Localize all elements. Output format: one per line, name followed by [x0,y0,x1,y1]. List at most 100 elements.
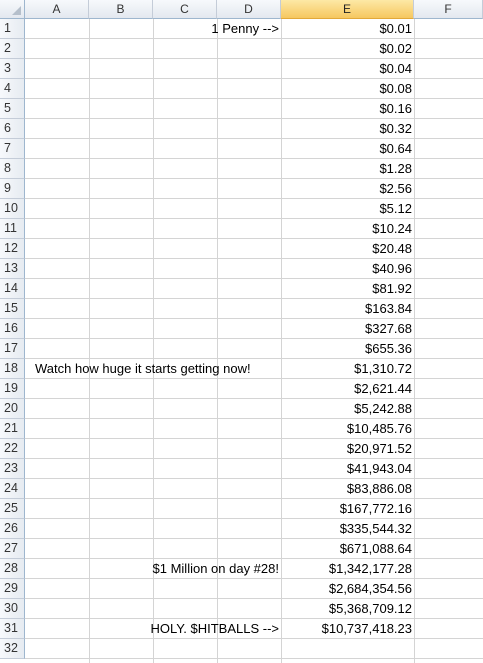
row-header[interactable]: 28 [0,559,25,579]
column-header-a[interactable]: A [25,0,89,19]
row-header[interactable]: 11 [0,219,25,239]
value-cell[interactable]: $327.68 [365,321,412,336]
row-gridline [25,118,483,119]
row-gridline [25,638,483,639]
row-header[interactable]: 31 [0,619,25,639]
value-cell[interactable]: $0.32 [379,121,412,136]
row-gridline [25,538,483,539]
row-gridline [25,378,483,379]
row-header[interactable]: 30 [0,599,25,619]
value-cell[interactable]: $2,684,354.56 [328,581,412,596]
value-cell[interactable]: $0.08 [379,81,412,96]
row-header[interactable]: 7 [0,139,25,159]
label-watch-how-huge: Watch how huge it starts getting now! [35,361,251,376]
value-cell[interactable]: $163.84 [365,301,412,316]
row-header[interactable]: 27 [0,539,25,559]
row-gridline [25,338,483,339]
row-gridline [25,498,483,499]
column-header-d[interactable]: D [217,0,281,19]
value-cell[interactable]: $0.01 [379,21,412,36]
column-gridline [414,19,415,663]
row-gridline [25,618,483,619]
row-header[interactable]: 10 [0,199,25,219]
row-header[interactable]: 1 [0,19,25,39]
value-cell[interactable]: $1,342,177.28 [328,561,412,576]
column-gridline [281,19,282,663]
row-header[interactable]: 21 [0,419,25,439]
row-header[interactable]: 32 [0,639,25,659]
row-header[interactable]: 4 [0,79,25,99]
row-gridline [25,418,483,419]
row-header[interactable]: 20 [0,399,25,419]
row-gridline [25,518,483,519]
row-gridline [25,658,483,659]
row-header[interactable]: 2 [0,39,25,59]
value-cell[interactable]: $167,772.16 [339,501,412,516]
row-gridline [25,578,483,579]
row-header[interactable]: 8 [0,159,25,179]
row-header[interactable]: 9 [0,179,25,199]
value-cell[interactable]: $83,886.08 [346,481,412,496]
value-cell[interactable]: $0.04 [379,61,412,76]
row-header[interactable]: 25 [0,499,25,519]
row-header[interactable]: 17 [0,339,25,359]
row-gridline [25,298,483,299]
value-cell[interactable]: $5,368,709.12 [328,601,412,616]
column-header-c[interactable]: C [153,0,217,19]
value-cell[interactable]: $655.36 [365,341,412,356]
value-cell[interactable]: $10.24 [372,221,412,236]
row-gridline [25,258,483,259]
value-cell[interactable]: $40.96 [372,261,412,276]
value-cell[interactable]: $0.64 [379,141,412,156]
value-cell[interactable]: $0.16 [379,101,412,116]
row-header[interactable]: 3 [0,59,25,79]
row-header[interactable]: 24 [0,479,25,499]
value-cell[interactable]: $1,310.72 [354,361,412,376]
column-header-e[interactable]: E [281,0,414,19]
row-header[interactable]: 18 [0,359,25,379]
row-header[interactable]: 22 [0,439,25,459]
row-header[interactable]: 14 [0,279,25,299]
row-header[interactable]: 16 [0,319,25,339]
value-cell[interactable]: $20,971.52 [346,441,412,456]
value-cell[interactable]: $335,544.32 [339,521,412,536]
row-gridline [25,278,483,279]
row-gridline [25,318,483,319]
select-all-triangle-icon [12,6,21,15]
row-gridline [25,98,483,99]
row-header[interactable]: 29 [0,579,25,599]
row-gridline [25,558,483,559]
label-holy: HOLY. $HITBALLS --> [150,621,280,636]
row-gridline [25,458,483,459]
row-header[interactable]: 13 [0,259,25,279]
value-cell[interactable]: $10,737,418.23 [321,621,412,636]
value-cell[interactable]: $1.28 [379,161,412,176]
column-header-b[interactable]: B [89,0,153,19]
row-header[interactable]: 23 [0,459,25,479]
cell-grid[interactable]: $0.01 $0.02 $0.04 $0.08 $0.16 $0.32 $0.64 $1.28… [25,19,483,663]
value-cell[interactable]: $671,088.64 [339,541,412,556]
value-cell[interactable]: $41,943.04 [346,461,412,476]
row-gridline [25,358,483,359]
row-gridline [25,218,483,219]
value-cell[interactable]: $81.92 [372,281,412,296]
value-cell[interactable]: $10,485.76 [346,421,412,436]
column-gridline [153,19,154,663]
select-all-button[interactable] [0,0,25,19]
row-header[interactable]: 6 [0,119,25,139]
column-gridline [217,19,218,663]
value-cell[interactable]: $2,621.44 [354,381,412,396]
row-header[interactable]: 12 [0,239,25,259]
value-cell[interactable]: $5.12 [379,201,412,216]
row-gridline [25,398,483,399]
value-cell[interactable]: $20.48 [372,241,412,256]
row-header[interactable]: 26 [0,519,25,539]
row-gridline [25,198,483,199]
row-header[interactable]: 5 [0,99,25,119]
value-cell[interactable]: $0.02 [379,41,412,56]
row-header[interactable]: 19 [0,379,25,399]
value-cell[interactable]: $5,242.88 [354,401,412,416]
value-cell[interactable]: $2.56 [379,181,412,196]
row-header[interactable]: 15 [0,299,25,319]
column-header-f[interactable]: F [414,0,483,19]
